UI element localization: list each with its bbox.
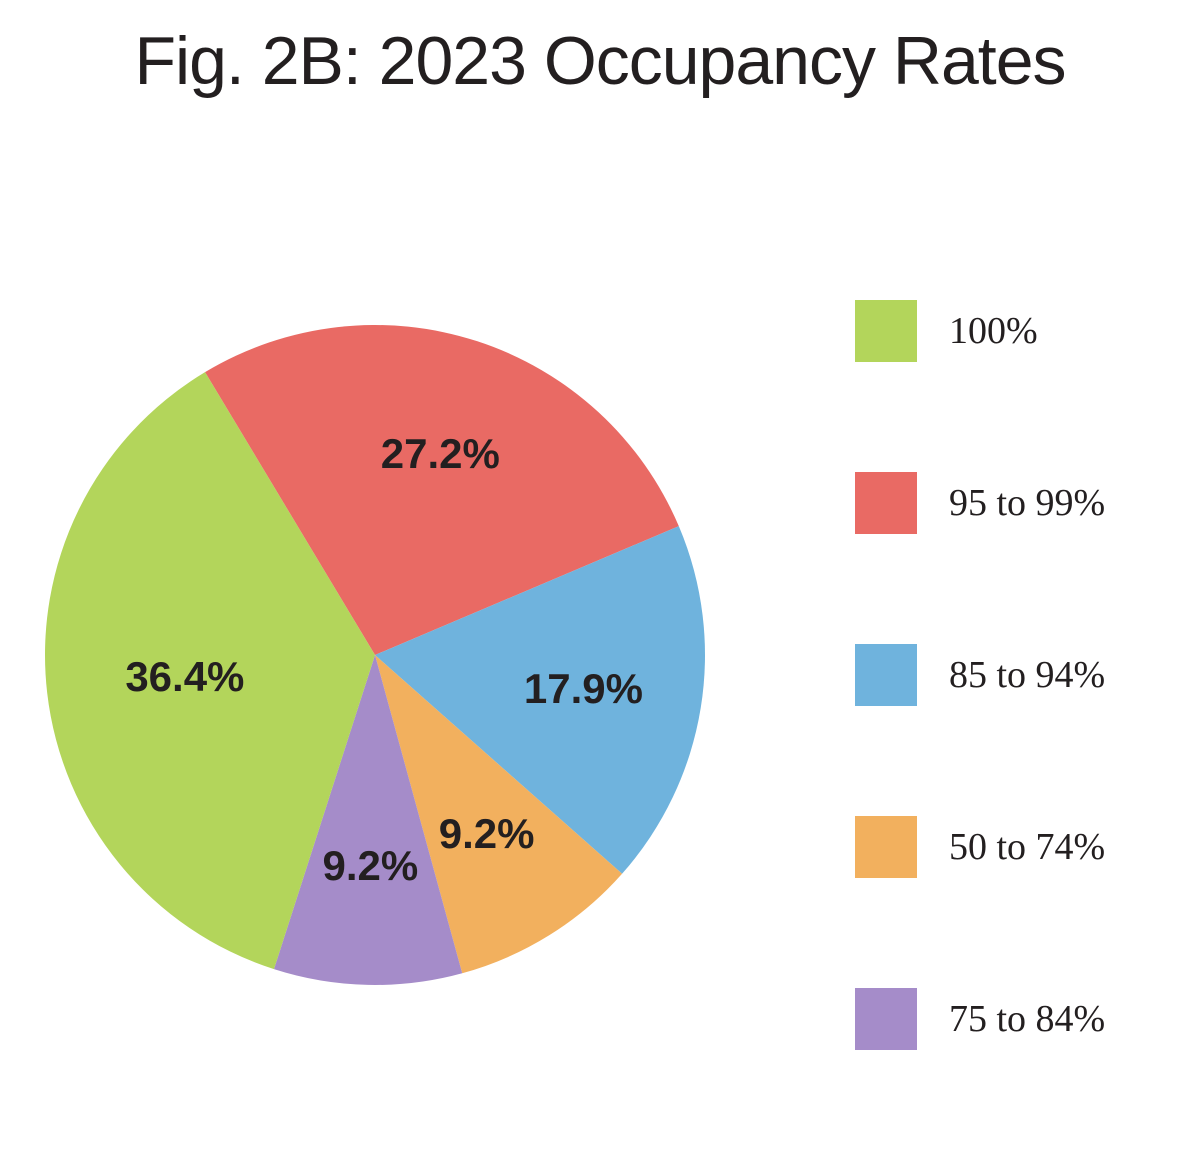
legend-swatch xyxy=(855,472,917,534)
legend-item: 50 to 74% xyxy=(855,816,1105,878)
pie-slice-label: 36.4% xyxy=(125,653,244,701)
legend-swatch xyxy=(855,988,917,1050)
legend-item: 100% xyxy=(855,300,1038,362)
figure-container: Fig. 2B: 2023 Occupancy Rates 27.2%17.9%… xyxy=(0,0,1200,1072)
legend-label: 85 to 94% xyxy=(949,653,1105,697)
legend-label: 100% xyxy=(949,309,1038,353)
legend: 100% 95 to 99% 85 to 94% 50 to 74% 75 to 84% xyxy=(855,300,1200,1160)
legend-label: 95 to 99% xyxy=(949,481,1105,525)
legend-item: 95 to 99% xyxy=(855,472,1105,534)
pie-slice-label: 27.2% xyxy=(381,430,500,478)
legend-label: 75 to 84% xyxy=(949,997,1105,1041)
legend-swatch xyxy=(855,300,917,362)
legend-label: 50 to 74% xyxy=(949,825,1105,869)
legend-swatch xyxy=(855,816,917,878)
pie-slice-label: 9.2% xyxy=(323,842,419,890)
legend-item: 85 to 94% xyxy=(855,644,1105,706)
pie-slice-label: 17.9% xyxy=(524,665,643,713)
legend-swatch xyxy=(855,644,917,706)
pie-slice-label: 9.2% xyxy=(439,810,535,858)
legend-item: 75 to 84% xyxy=(855,988,1105,1050)
